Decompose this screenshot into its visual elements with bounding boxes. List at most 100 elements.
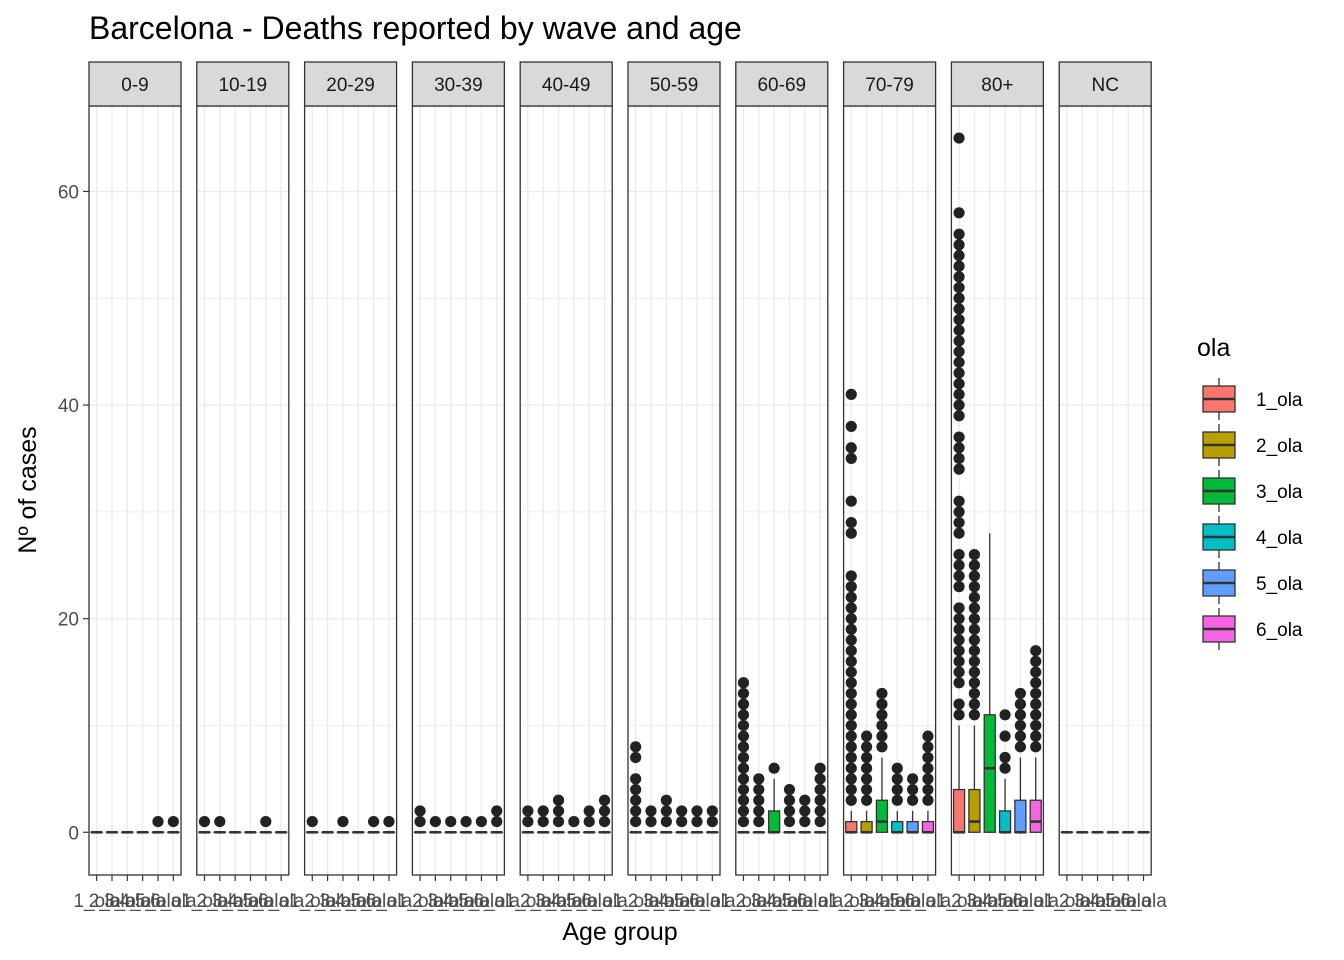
outlier-point [968, 666, 981, 678]
box-body [998, 810, 1012, 833]
boxplot-1_ola [737, 677, 750, 834]
boxplot-2_ola [537, 805, 550, 834]
outlier-point [753, 773, 765, 785]
boxplot-6_ola [1029, 645, 1042, 833]
outlier-point [814, 805, 826, 817]
outlier-point [845, 452, 857, 465]
outlier-point [1030, 709, 1042, 721]
x-tick-label: 5_ola [674, 891, 721, 912]
boxplot-5_ola [1014, 687, 1027, 834]
outlier-point [953, 388, 965, 400]
legend-key-2_ola: 2_ola [1196, 422, 1303, 468]
x-tick-label: 5_ola [782, 891, 829, 912]
outlier-point [799, 805, 811, 817]
outlier-point [968, 559, 981, 571]
facet-strip [88, 61, 182, 107]
boxplot-4_ola [783, 783, 796, 834]
x-tick-label: 4_ola [874, 891, 921, 912]
outlier-point [491, 805, 503, 817]
y-tick-label: 0 [68, 823, 79, 844]
outlier-point [706, 805, 718, 817]
outlier-point [630, 805, 642, 817]
x-tick-label: 3_ola [320, 891, 367, 912]
y-tick-label: 60 [58, 182, 79, 203]
outlier-point [845, 666, 857, 678]
outlier-point [598, 815, 611, 828]
x-tick-label: 1_ola [289, 891, 336, 912]
boxplot-3_ola [552, 794, 565, 834]
outlier-point [968, 591, 981, 603]
outlier-point [953, 655, 965, 667]
boxplot-1_ola [629, 741, 642, 834]
outlier-point [475, 815, 487, 828]
outlier-point [845, 783, 857, 796]
facet-strip [196, 61, 290, 107]
panel-background [89, 106, 181, 875]
outlier-point [861, 773, 873, 785]
facet-strip-label: NC [1091, 75, 1118, 96]
outlier-point [598, 805, 611, 817]
outlier-point [845, 623, 857, 635]
outlier-point [660, 815, 672, 828]
x-tick-label: 3_ola [212, 891, 259, 912]
outlier-point [953, 378, 965, 390]
outlier-point [953, 559, 965, 571]
outlier-point [968, 709, 981, 721]
boxplot-2_ola [752, 773, 765, 834]
outlier-point [861, 794, 873, 806]
x-tick-label: 4_ola [335, 891, 382, 912]
facet-strip-label: 30-39 [434, 75, 483, 96]
y-tick-label: 20 [58, 610, 79, 631]
outlier-point [922, 783, 934, 796]
outlier-point [968, 581, 981, 593]
outlier-point [645, 805, 657, 817]
x-tick-label: 6_ola [150, 891, 197, 912]
facet-strip [627, 61, 721, 107]
box-body [968, 788, 981, 833]
outlier-point [953, 431, 965, 443]
outlier-point [953, 602, 965, 614]
outlier-point [214, 815, 226, 828]
outlier-point [953, 677, 965, 689]
x-tick-label: 6_ola [581, 891, 628, 912]
panel-background [1059, 106, 1152, 875]
outlier-point [414, 815, 426, 828]
outlier-point [814, 762, 826, 774]
box-body [1029, 799, 1042, 833]
outlier-point [845, 687, 857, 700]
outlier-point [953, 260, 965, 272]
outlier-point [861, 762, 873, 774]
legend: ola 1_ola 2_ola 3_ola 4_ola 5_ola 6_ola [1196, 334, 1303, 652]
outlier-point [953, 346, 965, 358]
outlier-point [953, 452, 965, 465]
outlier-point [891, 794, 903, 806]
x-tick-label: 6_ola [1012, 891, 1059, 912]
boxplot-3_ola [444, 815, 457, 834]
boxplot-1_ola [198, 815, 211, 834]
boxplot-2_ola [644, 805, 658, 834]
x-tick-label: 5_ola [135, 891, 182, 912]
outlier-point [845, 709, 857, 721]
outlier-point [845, 645, 857, 657]
x-tick-label: 1_ola [505, 891, 552, 912]
boxplot-2_ola [968, 548, 981, 833]
outlier-point [1030, 666, 1042, 678]
box-body [875, 799, 889, 833]
outlier-point [845, 730, 857, 742]
outlier-point [660, 805, 672, 817]
panel-background [412, 106, 505, 875]
outlier-point [922, 741, 934, 753]
outlier-point [814, 815, 826, 828]
boxplot-3_ola [660, 794, 673, 834]
outlier-point [414, 805, 426, 817]
outlier-point [737, 794, 750, 806]
outlier-point [876, 730, 888, 742]
outlier-point [753, 783, 765, 796]
outlier-point [368, 815, 380, 828]
outlier-point [845, 591, 857, 603]
outlier-point [737, 687, 750, 700]
outlier-point [1030, 687, 1042, 700]
x-tick-label: 5_ola [997, 891, 1044, 912]
